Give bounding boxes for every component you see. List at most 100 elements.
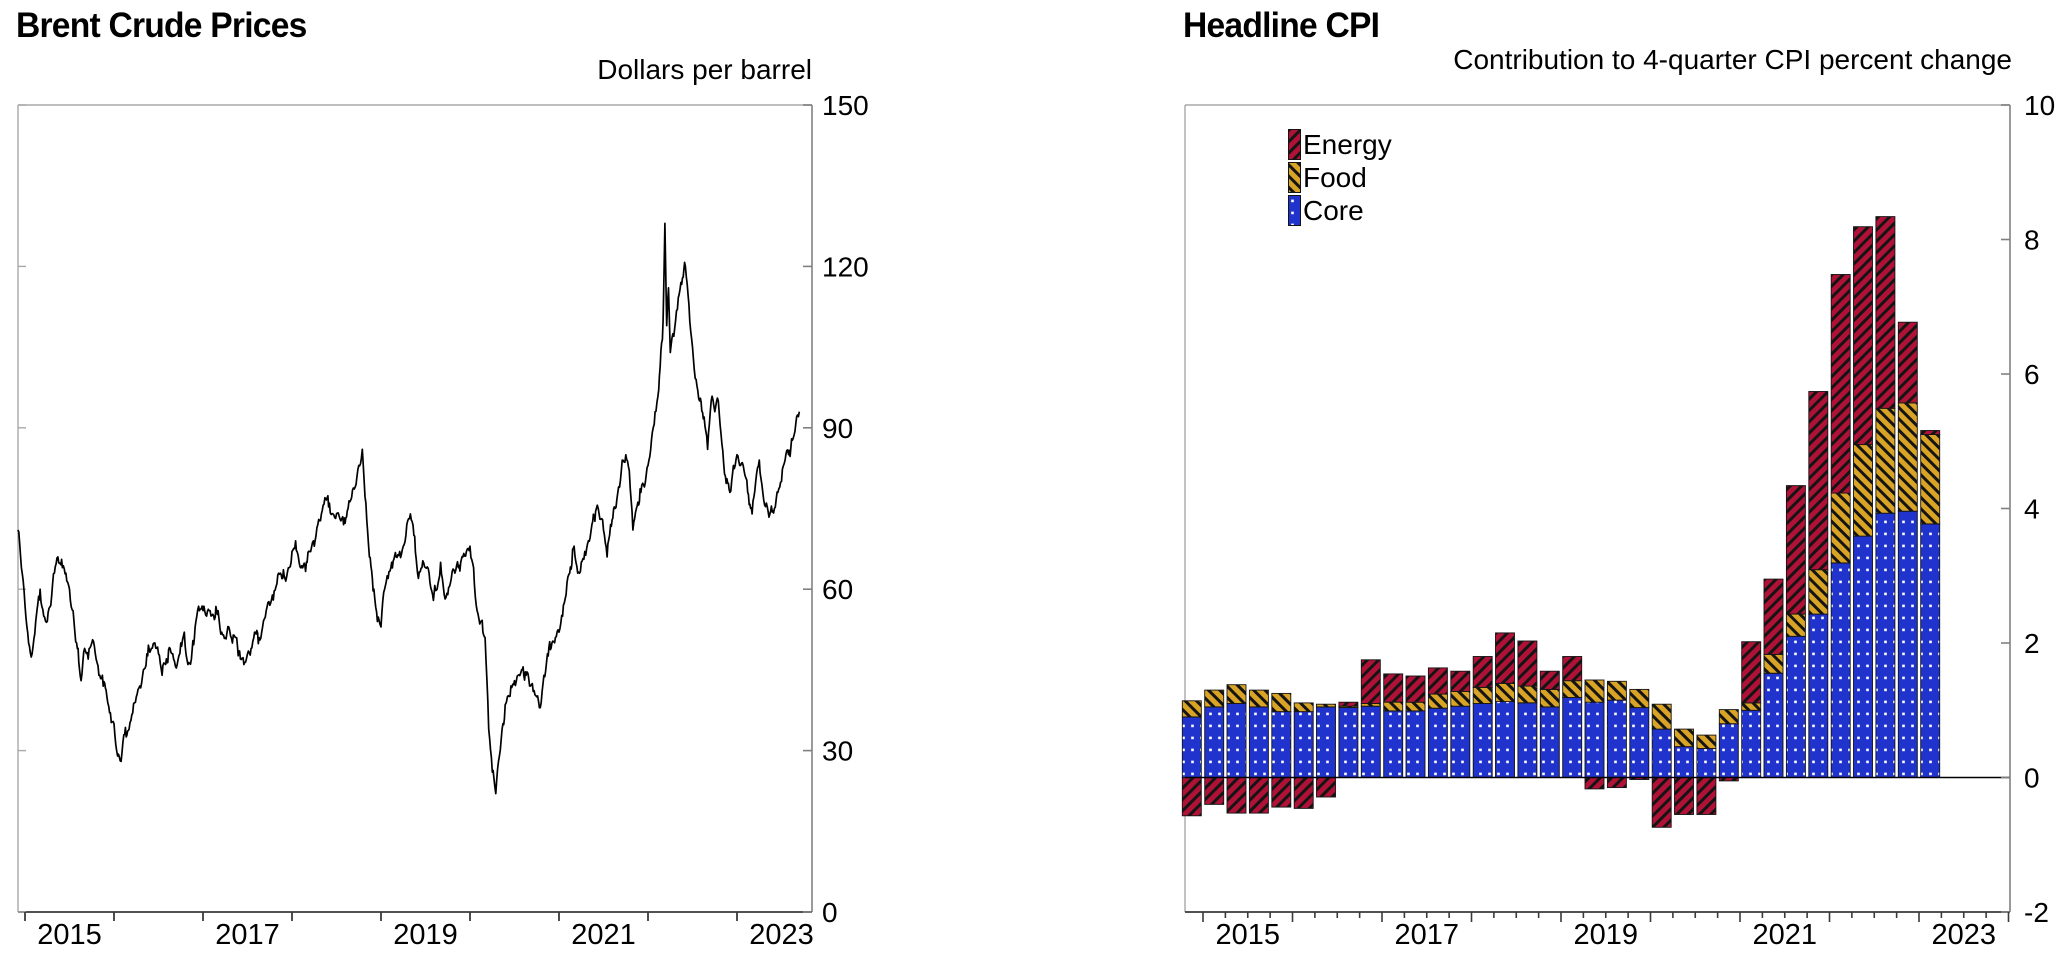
energy-segment xyxy=(1562,656,1583,682)
core-segment xyxy=(1606,699,1627,778)
core-segment xyxy=(1539,706,1560,778)
food-segment xyxy=(1629,688,1650,709)
core-segment xyxy=(1204,706,1225,778)
core-segment xyxy=(1316,706,1336,778)
core-segment xyxy=(1785,635,1806,778)
food-segment xyxy=(1405,701,1426,712)
bar-2015-Q2 xyxy=(1226,684,1247,814)
food-segment xyxy=(1472,686,1493,704)
core-segment xyxy=(1472,703,1493,778)
right-y-tick-label: 8 xyxy=(2024,225,2040,256)
bar-2021-Q2 xyxy=(1763,578,1784,778)
energy-segment xyxy=(1696,777,1717,815)
food-segment xyxy=(1853,444,1873,537)
legend-row-core: Core xyxy=(1288,194,1392,227)
bar-2022-Q2 xyxy=(1853,226,1873,778)
left-y-tick-label: 150 xyxy=(822,90,869,121)
core-swatch-icon xyxy=(1288,195,1301,226)
core-segment xyxy=(1271,711,1292,778)
food-segment xyxy=(1741,702,1762,711)
core-segment xyxy=(1897,510,1918,778)
food-segment xyxy=(1718,709,1739,725)
bar-2020-Q1 xyxy=(1651,703,1672,828)
legend-label-core: Core xyxy=(1303,194,1364,226)
energy-segment xyxy=(1226,777,1247,814)
energy-segment xyxy=(1853,226,1873,446)
core-segment xyxy=(1360,705,1381,778)
left-y-tick-label: 30 xyxy=(822,736,853,767)
bar-2016-Q3 xyxy=(1338,701,1359,778)
right-y-tick-label: 4 xyxy=(2024,494,2040,525)
left-x-tick-label: 2017 xyxy=(215,919,280,951)
left-x-tick-label: 2019 xyxy=(393,919,458,951)
bar-2015-Q3 xyxy=(1248,689,1269,814)
right-chart-subtitle: Contribution to 4-quarter CPI percent ch… xyxy=(1453,44,2012,75)
bar-2021-Q1 xyxy=(1741,641,1762,779)
bar-2020-Q3 xyxy=(1696,734,1717,815)
bar-2021-Q3 xyxy=(1785,485,1806,778)
food-segment xyxy=(1920,434,1941,525)
energy-segment xyxy=(1539,670,1560,690)
food-segment xyxy=(1562,680,1583,698)
energy-segment xyxy=(1785,485,1806,615)
core-segment xyxy=(1248,706,1269,778)
bar-2018-Q4 xyxy=(1539,670,1560,778)
bar-2015-Q4 xyxy=(1271,692,1292,808)
bar-2022-Q3 xyxy=(1875,216,1896,778)
right-x-tick-label: 2019 xyxy=(1573,919,1638,951)
food-segment xyxy=(1226,684,1247,704)
core-segment xyxy=(1920,523,1941,778)
food-segment xyxy=(1785,613,1806,637)
food-segment xyxy=(1427,693,1448,709)
food-segment xyxy=(1248,689,1269,708)
food-segment xyxy=(1495,682,1515,703)
left-y-tick-label: 90 xyxy=(822,413,853,444)
energy-segment xyxy=(1181,777,1202,817)
core-segment xyxy=(1338,707,1359,778)
energy-segment xyxy=(1450,670,1471,692)
right-x-tick-label: 2023 xyxy=(1931,919,1996,951)
core-segment xyxy=(1427,707,1448,778)
core-segment xyxy=(1763,672,1784,778)
food-segment xyxy=(1808,569,1829,615)
energy-segment xyxy=(1763,578,1784,655)
energy-swatch-icon xyxy=(1288,129,1301,160)
food-swatch-icon xyxy=(1288,162,1301,193)
core-segment xyxy=(1629,707,1650,778)
core-segment xyxy=(1808,613,1829,778)
core-segment xyxy=(1181,716,1202,778)
left-y-tick-label: 120 xyxy=(822,251,869,282)
food-segment xyxy=(1830,492,1851,564)
core-segment xyxy=(1517,702,1538,778)
cpi-legend: Energy Food Core xyxy=(1288,128,1392,227)
bar-2017-Q2 xyxy=(1405,675,1426,778)
core-segment xyxy=(1450,705,1471,778)
left-y-tick-label: 60 xyxy=(822,574,853,605)
core-segment xyxy=(1495,701,1515,778)
energy-segment xyxy=(1360,659,1381,704)
right-y-tick-label: -2 xyxy=(2024,897,2049,928)
right-y-tick-label: 2 xyxy=(2024,628,2040,659)
food-segment xyxy=(1763,653,1784,674)
core-segment xyxy=(1584,701,1605,778)
energy-segment xyxy=(1405,675,1426,703)
energy-segment xyxy=(1338,701,1359,707)
left-chart-units-label: Dollars per barrel xyxy=(597,54,812,85)
food-segment xyxy=(1651,703,1672,730)
core-segment xyxy=(1718,723,1739,778)
right-x-tick-label: 2015 xyxy=(1215,919,1280,951)
energy-segment xyxy=(1383,673,1404,703)
core-segment xyxy=(1226,703,1247,778)
core-segment xyxy=(1741,709,1762,779)
core-segment xyxy=(1293,711,1314,778)
bar-2018-Q1 xyxy=(1472,656,1493,778)
core-segment xyxy=(1853,535,1873,778)
bar-2021-Q4 xyxy=(1808,391,1829,778)
food-segment xyxy=(1271,692,1292,713)
cpi-chart: -2 0 2 4 6 8 10 2015 2017 2019 2021 2023 xyxy=(1181,90,2055,951)
food-segment xyxy=(1293,702,1314,713)
core-segment xyxy=(1405,710,1426,778)
energy-segment xyxy=(1204,777,1225,805)
